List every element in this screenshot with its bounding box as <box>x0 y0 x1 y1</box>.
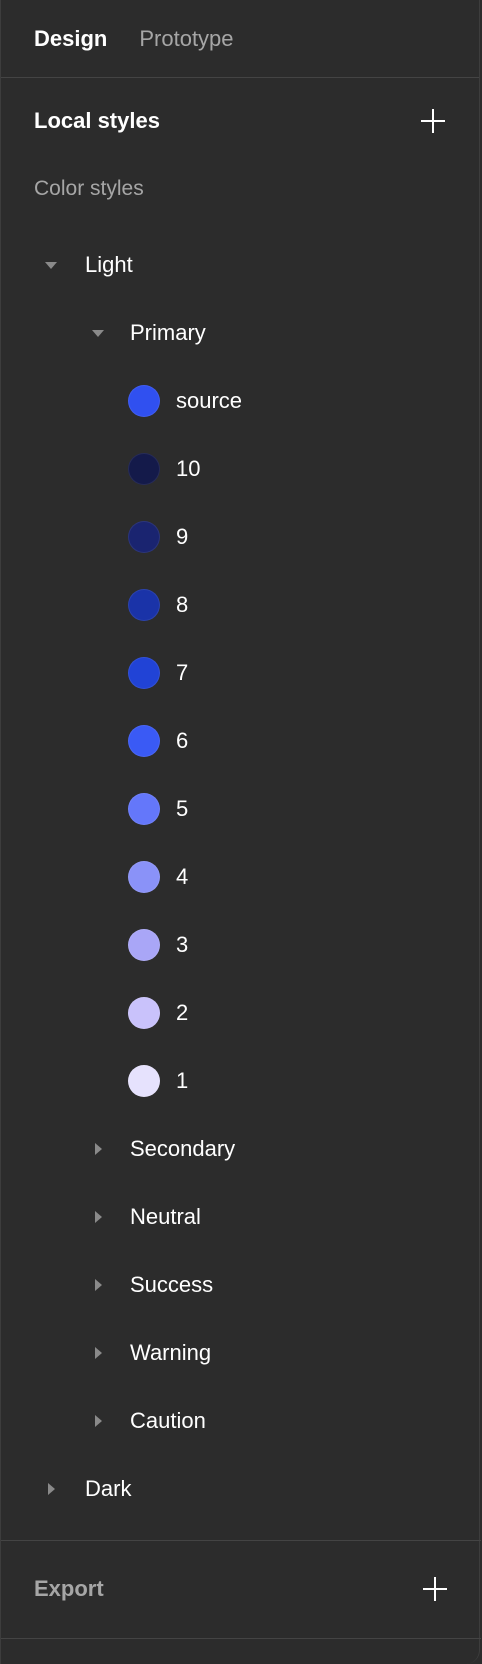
caret-right-icon <box>48 1483 55 1495</box>
tab-prototype[interactable]: Prototype <box>139 25 234 51</box>
caret-right-icon <box>95 1279 102 1291</box>
caret-right-icon <box>95 1143 102 1155</box>
color-style-item[interactable]: 6 <box>1 707 479 775</box>
group-label: Caution <box>130 1408 206 1433</box>
color-swatch <box>128 1065 160 1097</box>
color-swatch <box>128 453 160 485</box>
group-light[interactable]: Light <box>1 231 479 299</box>
group-label: Neutral <box>130 1204 201 1229</box>
color-style-item[interactable]: 8 <box>1 571 479 639</box>
group-success[interactable]: Success <box>1 1251 479 1319</box>
color-swatch <box>128 657 160 689</box>
add-export-plus-icon[interactable] <box>422 1576 448 1602</box>
group-neutral[interactable]: Neutral <box>1 1183 479 1251</box>
caret-right-icon <box>95 1211 102 1223</box>
group-dark[interactable]: Dark <box>1 1455 479 1523</box>
group-label: Secondary <box>130 1136 236 1161</box>
group-label: Warning <box>130 1340 212 1365</box>
color-style-label: 4 <box>176 864 189 889</box>
group-primary-label: Primary <box>130 320 206 345</box>
group-light-label: Light <box>85 252 133 277</box>
panel-tabs: Design Prototype <box>1 0 479 78</box>
color-styles-tree: Light Primary source 10 9 8 7 6 5 4 3 2 1 Secondar… <box>1 231 479 1523</box>
group-dark-label: Dark <box>85 1476 132 1501</box>
color-style-item[interactable]: 7 <box>1 639 479 707</box>
group-primary[interactable]: Primary <box>1 299 479 367</box>
group-warning[interactable]: Warning <box>1 1319 479 1387</box>
caret-right-icon <box>95 1415 102 1427</box>
color-swatch <box>128 385 160 417</box>
divider <box>1 1540 481 1541</box>
color-style-label: 6 <box>176 728 189 753</box>
color-style-item[interactable]: 2 <box>1 979 479 1047</box>
color-swatch <box>128 725 160 757</box>
color-style-item[interactable]: 5 <box>1 775 479 843</box>
color-swatch <box>128 861 160 893</box>
export-header: Export <box>1 1551 481 1627</box>
tab-design[interactable]: Design <box>34 25 108 51</box>
collapsed-groups-list: Secondary Neutral Success Warning Caution <box>1 1115 479 1455</box>
caret-down-icon <box>92 330 104 337</box>
primary-color-list: source 10 9 8 7 6 5 4 3 2 1 <box>1 367 479 1115</box>
color-style-label: 5 <box>176 796 189 821</box>
color-swatch <box>128 997 160 1029</box>
color-style-item[interactable]: source <box>1 367 479 435</box>
group-label: Success <box>130 1272 214 1297</box>
color-swatch <box>128 589 160 621</box>
color-style-item[interactable]: 1 <box>1 1047 479 1115</box>
color-style-item[interactable]: 9 <box>1 503 479 571</box>
color-swatch <box>128 521 160 553</box>
color-style-label: 1 <box>176 1068 189 1093</box>
color-style-label: 10 <box>176 456 201 481</box>
divider <box>1 1638 481 1639</box>
color-style-label: 2 <box>176 1000 189 1025</box>
group-secondary[interactable]: Secondary <box>1 1115 479 1183</box>
color-style-label: source <box>176 388 243 413</box>
color-style-item[interactable]: 4 <box>1 843 479 911</box>
color-style-label: 7 <box>176 660 189 685</box>
add-style-plus-icon[interactable] <box>420 108 446 134</box>
local-styles-header: Local styles <box>1 78 479 164</box>
color-style-label: 3 <box>176 932 189 957</box>
caret-right-icon <box>95 1347 102 1359</box>
local-styles-title: Local styles <box>34 108 160 133</box>
color-styles-heading: Color styles <box>34 177 144 200</box>
caret-down-icon <box>45 262 57 269</box>
color-style-item[interactable]: 3 <box>1 911 479 979</box>
color-style-item[interactable]: 10 <box>1 435 479 503</box>
color-style-label: 8 <box>176 592 189 617</box>
color-swatch <box>128 929 160 961</box>
export-title: Export <box>34 1576 104 1601</box>
color-style-label: 9 <box>176 524 189 549</box>
color-swatch <box>128 793 160 825</box>
group-caution[interactable]: Caution <box>1 1387 479 1455</box>
